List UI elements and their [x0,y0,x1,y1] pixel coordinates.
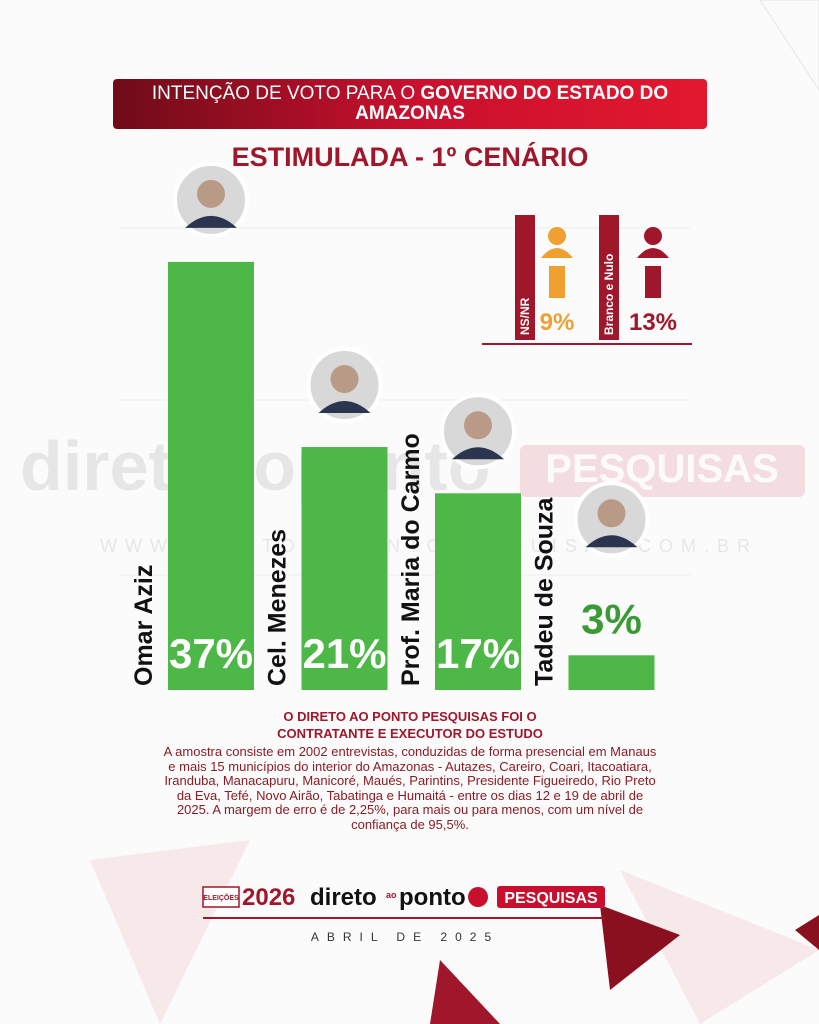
inset: NS/NR 9% Branco e Nulo 13% [482,215,692,345]
watermark-tag: PESQUISAS [545,447,778,491]
bar [568,655,655,690]
watermark-tag-bg [520,445,805,497]
date: ABRIL DE 2025 [310,930,500,944]
photo-body [318,401,371,414]
photo-body [185,215,237,228]
footer-brand: ao [386,890,397,900]
candidate-name: Omar Aziz [130,565,158,686]
inset-tag [599,215,619,340]
value-label: 37% [169,630,253,677]
bars: 37% Omar Aziz 21% Cel. Menezes 17% Prof. Mari… [130,161,655,690]
inset-label: NS/NR [518,297,532,335]
title-banner: INTENÇÃO DE VOTO PARA O GOVERNO DO ESTAD… [113,79,707,129]
value-label: 3% [581,595,642,642]
value-label: 17% [436,630,520,677]
subtitle: ESTIMULADA - 1º CENÁRIO [231,142,589,172]
photo-head [464,411,492,440]
watermark-brand: diretoaoponto [20,427,490,505]
photo-head [597,499,626,528]
footer-brand: ponto [399,884,466,911]
bar [435,493,521,690]
footer-badge: ELEIÇÕES [203,893,239,902]
icon-shoulders [541,248,573,258]
icon-body [549,266,565,298]
title: INTENÇÃO DE VOTO PARA O [151,83,416,104]
value-label: 21% [302,630,386,677]
footer-year: 2026 [242,884,295,911]
photo-body [452,447,504,460]
icon-body [645,266,661,298]
icon-shoulders [637,248,669,258]
candidate-name: Prof. Maria do Carmo [397,433,425,686]
photo-body [585,535,638,548]
icon-head [644,227,662,245]
inset-tag [515,215,535,340]
methodology: A amostra consiste em 2002 entrevistas, … [163,744,657,832]
decoration [90,0,819,1024]
photo-head [197,179,225,208]
watermark: diretoaoponto PESQUISAS WWW.DIRETOAOPONT… [20,427,805,556]
icon-head [548,227,566,245]
candidate-name: Cel. Menezes [264,529,292,686]
candidate-name: Tadeu de Souza [531,496,559,686]
inset-label: Branco e Nulo [602,254,616,335]
footer-tag: PESQUISAS [504,890,598,907]
inset-icon [637,227,669,298]
footer-brand: direto [310,884,377,911]
footer-logo: ELEIÇÕES 2026 direto ao ponto PESQUISAS [202,884,605,919]
inset-value: 13% [629,309,677,336]
photo-head [330,365,359,394]
contractor-note: O DIRETO AO PONTO PESQUISAS FOI O CONTRA… [277,709,543,741]
bar [168,261,254,690]
bar [301,447,388,690]
title-emphasis: GOVERNO DO ESTADO DO AMAZONAS [355,83,669,124]
inset-icon [541,227,573,298]
inset-value: 9% [540,309,575,336]
